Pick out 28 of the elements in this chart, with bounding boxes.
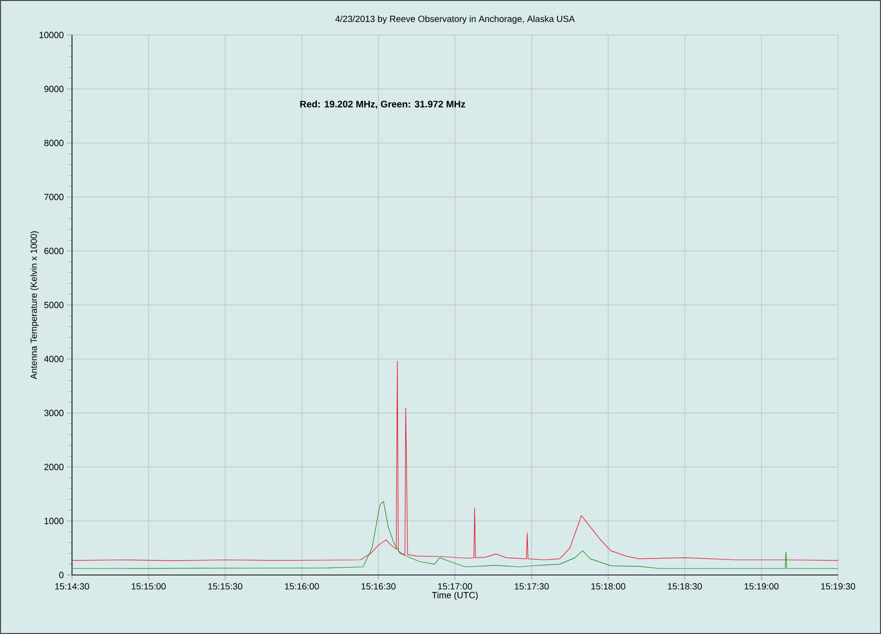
x-tick-label: 15:17:00 (438, 583, 472, 590)
x-tick-label: 15:18:30 (668, 583, 702, 590)
x-tick-label: 15:19:30 (821, 583, 856, 590)
x-tick-label: 15:18:00 (591, 583, 626, 590)
y-tick-label: 7000 (44, 194, 64, 200)
x-axis-title: Time (UTC) (432, 592, 478, 600)
line-series (72, 360, 838, 561)
annotation: Red: 19.202 MHz, Green: 31.972 MHz (300, 100, 466, 109)
y-axis-title: Antenna Temperature (Kelvin x 1000) (30, 231, 39, 380)
x-tick-label: 15:19:00 (744, 583, 779, 590)
line-series (72, 501, 838, 569)
y-tick-label: 3000 (44, 410, 64, 416)
y-tick-label: 6000 (44, 248, 64, 254)
y-tick-label: 2000 (44, 464, 64, 470)
x-tick-label: 15:16:30 (362, 583, 396, 590)
x-tick-label: 15:14:30 (55, 583, 90, 590)
chart-title: 4/23/2013 by Reeve Observatory in Anchorage, Alaska USA (335, 15, 575, 24)
y-tick-label: 5000 (44, 302, 64, 308)
y-tick-label: 0 (59, 572, 64, 578)
x-tick-label: 15:15:00 (132, 583, 166, 590)
x-tick-label: 15:15:30 (208, 583, 242, 590)
x-tick-label: 15:17:30 (514, 583, 549, 590)
y-tick-label: 8000 (44, 140, 64, 146)
y-tick-label: 4000 (44, 356, 64, 362)
y-tick-label: 9000 (44, 86, 64, 92)
y-tick-label: 1000 (44, 518, 64, 524)
y-tick-label: 10000 (40, 32, 64, 38)
x-tick-label: 15:16:00 (285, 583, 319, 590)
